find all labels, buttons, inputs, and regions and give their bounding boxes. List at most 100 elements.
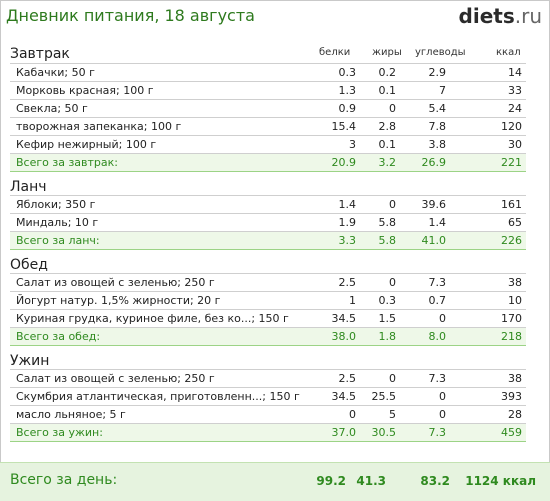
section-title-breakfast: Завтрак (10, 46, 70, 62)
lunch-total-row: Всего за ланч: 3.3 5.8 41.0 226 (10, 232, 526, 250)
proteins-total: 20.9 (331, 156, 357, 169)
page-title: Дневник питания, 18 августа (6, 6, 255, 25)
food-name: творожная запеканка; 100 г (16, 120, 182, 133)
food-name: Кабачки; 50 г (16, 66, 95, 79)
food-name: масло льняное; 5 г (16, 408, 126, 421)
food-row: масло льняное; 5 г 0 5 0 28 (10, 406, 526, 424)
carbs-total: 41.0 (421, 234, 447, 247)
food-name: Скумбрия атлантическая, приготовленн...;… (16, 390, 300, 403)
carbs-value: 2.9 (428, 66, 447, 79)
fats-value: 0 (389, 276, 396, 289)
food-name: Морковь красная; 100 г (16, 84, 154, 97)
kcal-value: 28 (508, 408, 522, 421)
kcal-value: 24 (508, 102, 522, 115)
kcal-value: 14 (508, 66, 522, 79)
proteins-value: 1 (349, 294, 356, 307)
dinner-total-row: Всего за обед: 38.0 1.8 8.0 218 (10, 328, 526, 346)
section-divider (10, 195, 526, 196)
kcal-value: 65 (508, 216, 522, 229)
total-label: Всего за обед: (16, 330, 101, 343)
kcal-total: 459 (501, 426, 522, 439)
col-header-carbs: углеводы (415, 47, 466, 58)
food-row: Яблоки; 350 г 1.4 0 39.6 161 (10, 196, 526, 214)
kcal-value: 393 (501, 390, 522, 403)
section-divider (10, 369, 526, 370)
day-proteins-total: 99.2 (316, 474, 346, 488)
carbs-value: 39.6 (421, 198, 447, 211)
carbs-value: 1.4 (428, 216, 447, 229)
kcal-total: 226 (501, 234, 522, 247)
carbs-value: 7 (439, 84, 446, 97)
fats-value: 5.8 (378, 216, 397, 229)
section-divider (10, 63, 526, 64)
carbs-value: 7.3 (428, 372, 447, 385)
proteins-value: 0.3 (338, 66, 357, 79)
food-row: Куриная грудка, куриное филе, без ко...;… (10, 310, 526, 328)
day-fats-total: 41.3 (356, 474, 386, 488)
fats-value: 0 (389, 102, 396, 115)
proteins-total: 3.3 (338, 234, 357, 247)
fats-value: 0 (389, 198, 396, 211)
carbs-value: 7.3 (428, 276, 447, 289)
food-row: Йогурт натур. 1,5% жирности; 20 г 1 0.3 … (10, 292, 526, 310)
kcal-value: 38 (508, 372, 522, 385)
kcal-value: 38 (508, 276, 522, 289)
proteins-value: 1.3 (338, 84, 357, 97)
carbs-value: 7.8 (428, 120, 447, 133)
proteins-value: 2.5 (338, 372, 357, 385)
food-row: Салат из овощей с зеленью; 250 г 2.5 0 7… (10, 274, 526, 292)
carbs-total: 7.3 (428, 426, 447, 439)
day-kcal-total: 1124 ккал (465, 474, 536, 488)
fats-value: 0.1 (378, 84, 397, 97)
carbs-total: 26.9 (421, 156, 447, 169)
section-title-supper: Ужин (10, 353, 50, 369)
food-name: Свекла; 50 г (16, 102, 88, 115)
breakfast-total-row: Всего за завтрак: 20.9 3.2 26.9 221 (10, 154, 526, 172)
proteins-value: 15.4 (331, 120, 357, 133)
proteins-value: 34.5 (331, 390, 357, 403)
col-header-proteins: белки (319, 47, 351, 58)
food-row: Миндаль; 10 г 1.9 5.8 1.4 65 (10, 214, 526, 232)
kcal-value: 170 (501, 312, 522, 325)
proteins-value: 3 (349, 138, 356, 151)
col-header-fats: жиры (372, 47, 402, 58)
total-label: Всего за ланч: (16, 234, 100, 247)
carbs-value: 5.4 (428, 102, 447, 115)
proteins-value: 34.5 (331, 312, 357, 325)
food-row: творожная запеканка; 100 г 15.4 2.8 7.8 … (10, 118, 526, 136)
food-name: Салат из овощей с зеленью; 250 г (16, 372, 215, 385)
food-name: Салат из овощей с зеленью; 250 г (16, 276, 215, 289)
food-row: Морковь красная; 100 г 1.3 0.1 7 33 (10, 82, 526, 100)
kcal-value: 10 (508, 294, 522, 307)
kcal-value: 161 (501, 198, 522, 211)
total-label: Всего за завтрак: (16, 156, 119, 169)
fats-value: 1.5 (378, 312, 397, 325)
food-name: Миндаль; 10 г (16, 216, 99, 229)
carbs-value: 0 (439, 390, 446, 403)
proteins-value: 2.5 (338, 276, 357, 289)
site-logo[interactable]: diets.ru (459, 4, 542, 28)
food-row: Свекла; 50 г 0.9 0 5.4 24 (10, 100, 526, 118)
logo-tld: .ru (514, 4, 542, 28)
food-row: Кефир нежирный; 100 г 3 0.1 3.8 30 (10, 136, 526, 154)
food-row: Кабачки; 50 г 0.3 0.2 2.9 14 (10, 64, 526, 82)
fats-value: 0 (389, 372, 396, 385)
carbs-value: 0 (439, 408, 446, 421)
fats-total: 5.8 (378, 234, 397, 247)
fats-total: 30.5 (371, 426, 397, 439)
proteins-value: 1.9 (338, 216, 357, 229)
fats-value: 0.1 (378, 138, 397, 151)
day-total-label: Всего за день: (10, 472, 118, 488)
proteins-value: 0 (349, 408, 356, 421)
food-name: Яблоки; 350 г (16, 198, 96, 211)
food-name: Йогурт натур. 1,5% жирности; 20 г (16, 294, 221, 307)
supper-total-row: Всего за ужин: 37.0 30.5 7.3 459 (10, 424, 526, 442)
fats-total: 3.2 (378, 156, 397, 169)
kcal-value: 120 (501, 120, 522, 133)
section-title-dinner: Обед (10, 257, 48, 273)
day-carbs-total: 83.2 (420, 474, 450, 488)
fats-value: 25.5 (371, 390, 397, 403)
fats-value: 0.2 (378, 66, 397, 79)
total-label: Всего за ужин: (16, 426, 103, 439)
kcal-value: 33 (508, 84, 522, 97)
